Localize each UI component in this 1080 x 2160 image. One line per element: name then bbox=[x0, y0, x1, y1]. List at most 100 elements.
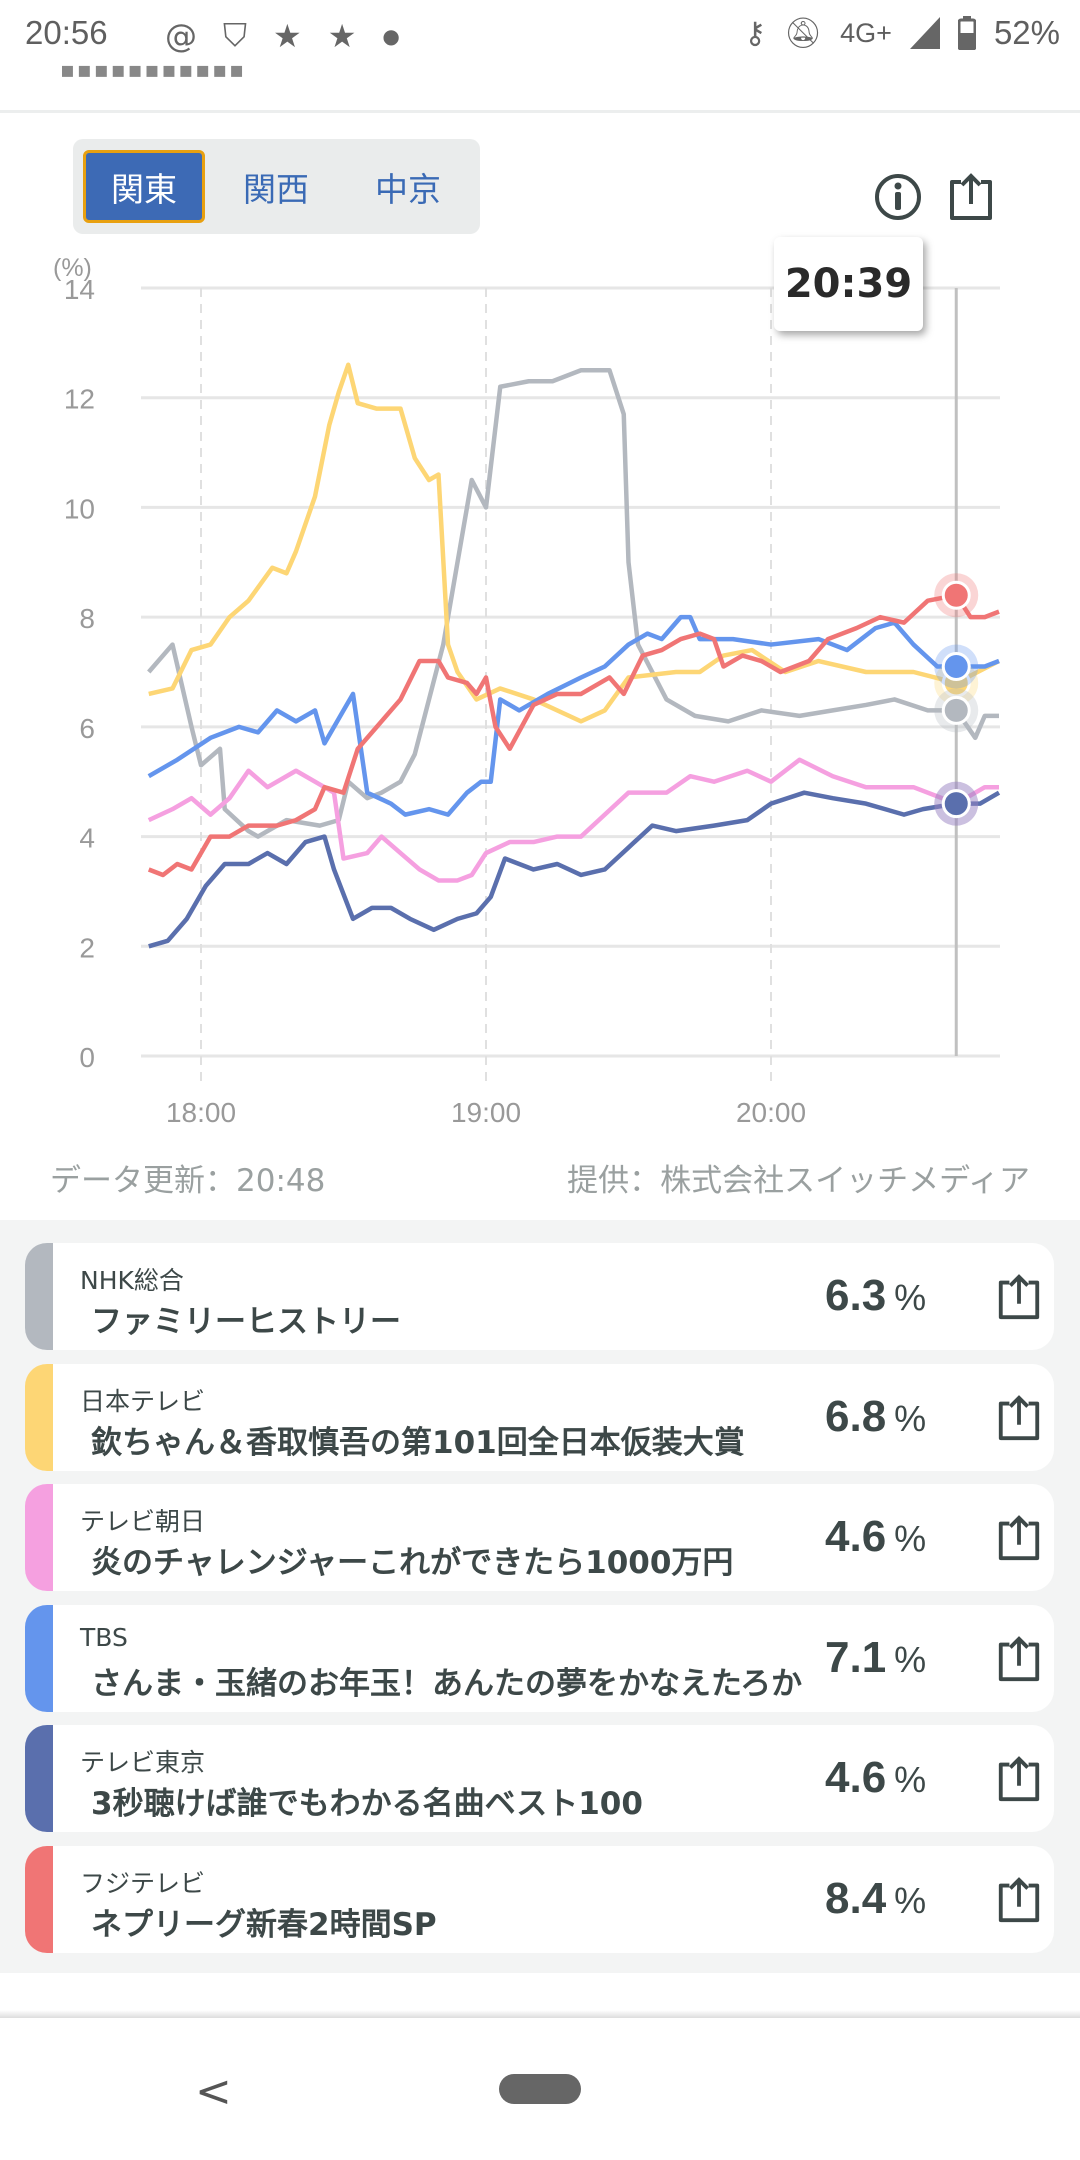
channel-name: NHK総合 bbox=[80, 1266, 184, 1295]
cursor-marker bbox=[941, 580, 971, 610]
rating-number: 6.8 bbox=[825, 1391, 887, 1441]
channel-color-bar bbox=[25, 1846, 53, 1953]
rating-unit: % bbox=[894, 1397, 927, 1439]
rating-value: 6.3% bbox=[825, 1271, 926, 1321]
rating-value: 6.8% bbox=[825, 1392, 926, 1442]
rating-unit: % bbox=[894, 1277, 927, 1318]
program-title: 炎のチャレンジャーこれができたら1000万円 bbox=[91, 1545, 734, 1582]
channel-color-bar bbox=[25, 1725, 53, 1833]
channel-name: フジテレビ bbox=[80, 1869, 206, 1898]
y-tick-label: 14 bbox=[64, 274, 95, 305]
bell-off-icon: 🔕︎ bbox=[784, 16, 823, 50]
tab-chukyo[interactable]: 中京 bbox=[375, 169, 441, 209]
program-title: 欽ちゃん＆香取慎吾の第101回全日本仮装大賞 bbox=[91, 1424, 745, 1461]
y-tick-label: 6 bbox=[79, 713, 95, 744]
rating-value: 4.6% bbox=[825, 1512, 926, 1562]
rating-number: 8.4 bbox=[825, 1874, 887, 1923]
ratings-chart[interactable]: 0 2 4 6 8 10 12 14(%) 18:00 19:00 20:00 bbox=[0, 240, 1080, 1140]
battery-percent: 52% bbox=[993, 14, 1060, 51]
x-tick-label: 19:00 bbox=[451, 1097, 521, 1128]
program-list: NHK総合 ファミリーヒストリー 6.3% 日本テレビ 欽ちゃん＆香取慎吾の第1… bbox=[0, 1220, 1080, 1973]
program-title: ファミリーヒストリー bbox=[91, 1304, 401, 1340]
share-icon[interactable] bbox=[995, 1875, 1043, 1925]
rating-unit: % bbox=[894, 1638, 927, 1680]
tab-kanto[interactable]: 関東 bbox=[83, 150, 205, 223]
program-card[interactable]: 日本テレビ 欽ちゃん＆香取慎吾の第101回全日本仮装大賞 6.8% bbox=[25, 1363, 1054, 1471]
x-tick-label: 18:00 bbox=[166, 1097, 236, 1128]
series-line-5 bbox=[147, 592, 1000, 878]
y-tick-label: 10 bbox=[64, 493, 95, 524]
clipped-heading: ▪▪▪▪▪▪▪▪▪▪▪ bbox=[60, 58, 247, 78]
program-card[interactable]: フジテレビ ネプリーグ新春2時間SP 8.4% bbox=[25, 1846, 1054, 1953]
status-time: 20:56 bbox=[25, 14, 108, 51]
star-icon: ★ bbox=[273, 16, 302, 55]
rating-number: 4.6 bbox=[825, 1753, 887, 1803]
share-icon[interactable] bbox=[995, 1513, 1043, 1563]
program-title: さんま・玉緒のお年玉！あんたの夢をかなえたろか bbox=[91, 1665, 803, 1702]
y-tick-label: 12 bbox=[64, 384, 95, 415]
series-line-2 bbox=[147, 757, 999, 883]
series-line-0 bbox=[147, 368, 999, 839]
share-icon[interactable] bbox=[995, 1272, 1043, 1322]
program-title: 3秒聴けば誰でもわかる名曲ベスト100 bbox=[91, 1786, 643, 1823]
share-icon[interactable] bbox=[946, 172, 996, 222]
rating-number: 4.6 bbox=[825, 1512, 887, 1562]
vpn-key-icon: ⚷ bbox=[744, 16, 767, 50]
channel-name: 日本テレビ bbox=[80, 1386, 206, 1416]
channel-color-bar bbox=[25, 1363, 53, 1471]
cursor-marker bbox=[941, 652, 971, 682]
star-icon: ★ bbox=[327, 16, 357, 55]
rating-number: 6.3 bbox=[825, 1271, 887, 1320]
back-button[interactable]: < bbox=[195, 2066, 232, 2117]
network-type: 4G+ bbox=[840, 17, 892, 48]
channel-color-bar bbox=[25, 1484, 53, 1592]
series-line-3 bbox=[147, 614, 1000, 817]
cursor-time-tooltip: 20:39 bbox=[774, 237, 923, 331]
rating-unit: % bbox=[894, 1880, 927, 1921]
signal-icon bbox=[909, 17, 940, 49]
share-icon[interactable] bbox=[995, 1634, 1043, 1684]
threads-icon: @ bbox=[165, 16, 197, 55]
divider bbox=[0, 110, 1080, 113]
shield-check-icon: ⛉ bbox=[223, 16, 248, 54]
rating-value: 7.1% bbox=[825, 1633, 926, 1683]
program-card[interactable]: テレビ朝日 炎のチャレンジャーこれができたら1000万円 4.6% bbox=[25, 1484, 1054, 1592]
y-axis-label: (%) bbox=[53, 254, 92, 282]
region-tabs: 関東 関西 中京 bbox=[73, 139, 480, 234]
notification-icons: @ ⛉ ★ ★ ● bbox=[165, 16, 400, 55]
program-card[interactable]: TBS さんま・玉緒のお年玉！あんたの夢をかなえたろか 7.1% bbox=[25, 1604, 1054, 1712]
battery-icon bbox=[957, 16, 976, 50]
cursor-marker bbox=[941, 789, 971, 819]
y-tick-label: 0 bbox=[79, 1042, 95, 1073]
home-pill[interactable] bbox=[499, 2074, 581, 2104]
series-line-4 bbox=[148, 790, 1001, 949]
program-card[interactable]: テレビ東京 3秒聴けば誰でもわかる名曲ベスト100 4.6% bbox=[25, 1725, 1054, 1833]
channel-color-bar bbox=[25, 1243, 53, 1350]
rating-value: 4.6% bbox=[825, 1753, 926, 1803]
nav-divider bbox=[0, 2010, 1080, 2018]
rating-unit: % bbox=[894, 1759, 927, 1801]
rating-unit: % bbox=[894, 1518, 927, 1560]
dot-icon: ● bbox=[382, 23, 400, 48]
data-provider: 提供：株式会社スイッチメディア bbox=[567, 1163, 1030, 1199]
channel-name: テレビ東京 bbox=[80, 1748, 206, 1778]
series-line-1 bbox=[148, 362, 1001, 724]
y-tick-label: 2 bbox=[79, 932, 95, 963]
y-tick-label: 8 bbox=[79, 603, 95, 634]
channel-name: テレビ朝日 bbox=[80, 1507, 206, 1537]
rating-value: 8.4% bbox=[825, 1874, 926, 1924]
share-icon[interactable] bbox=[995, 1754, 1043, 1804]
rating-number: 7.1 bbox=[825, 1632, 887, 1682]
program-card[interactable]: NHK総合 ファミリーヒストリー 6.3% bbox=[25, 1243, 1054, 1350]
x-tick-label: 20:00 bbox=[736, 1097, 806, 1128]
channel-color-bar bbox=[25, 1604, 53, 1712]
program-title: ネプリーグ新春2時間SP bbox=[91, 1907, 437, 1943]
info-icon[interactable] bbox=[873, 172, 923, 222]
tab-kansai[interactable]: 関西 bbox=[243, 169, 309, 209]
data-updated: データ更新：20:48 bbox=[50, 1163, 326, 1199]
system-icons: ⚷ 🔕︎ 4G+ 52% bbox=[744, 14, 1060, 52]
share-icon[interactable] bbox=[995, 1393, 1043, 1443]
cursor-marker bbox=[941, 695, 971, 725]
channel-name: TBS bbox=[80, 1622, 128, 1652]
y-tick-label: 4 bbox=[79, 823, 95, 854]
